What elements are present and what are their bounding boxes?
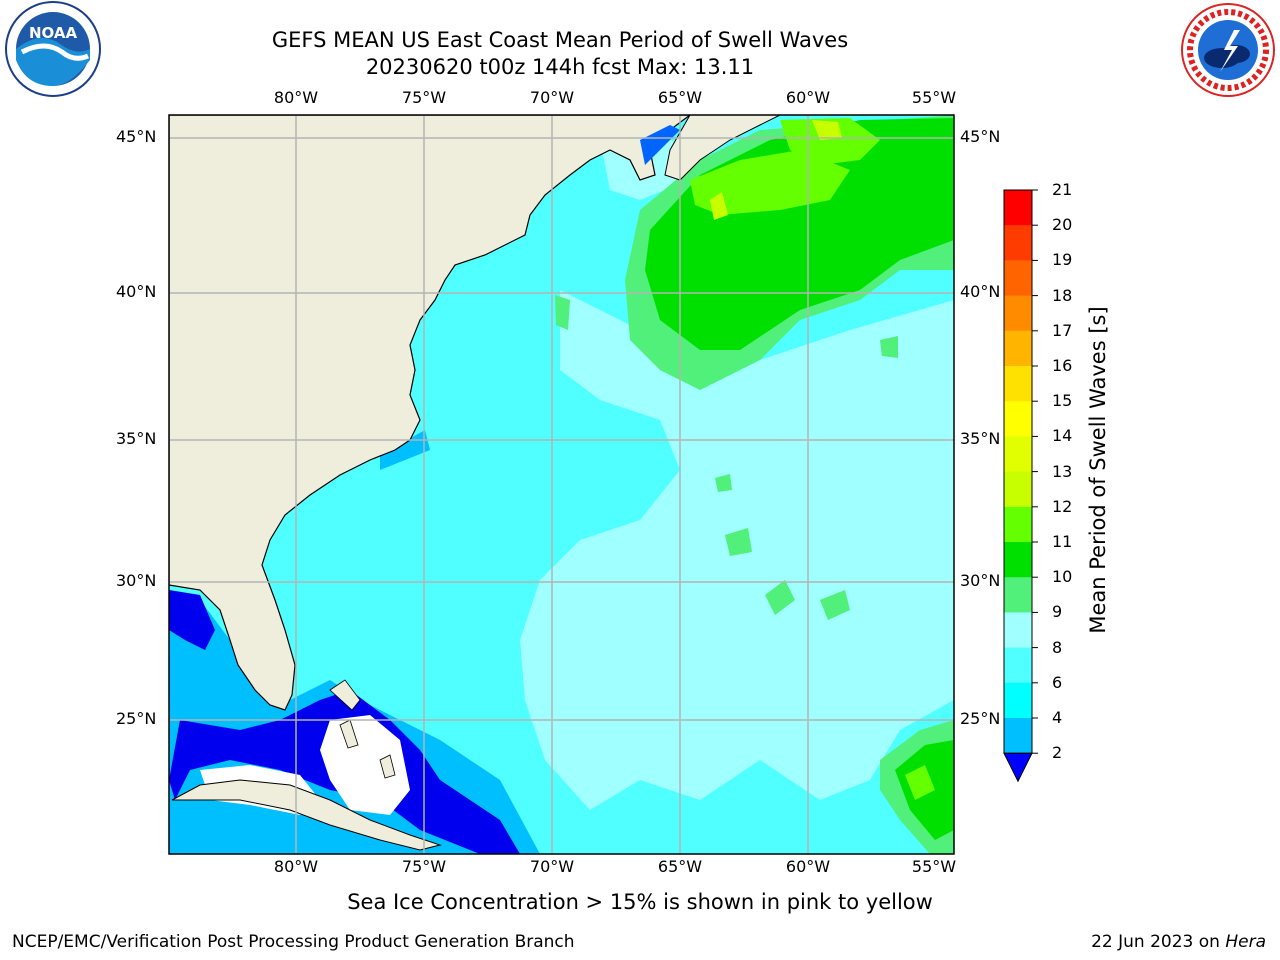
colorbar-tick-label: 10: [1052, 567, 1073, 587]
land-north-america: [169, 115, 691, 711]
swell-region-12-13-b: [710, 192, 728, 220]
lat-label-right: 25°N: [960, 709, 1001, 728]
colorbar-tick-label: 14: [1052, 426, 1073, 446]
lon-label-top: 55°W: [911, 88, 957, 107]
colorbar-tick-label: 15: [1052, 391, 1073, 411]
svg-text:NOAA: NOAA: [29, 24, 78, 42]
colorbar-segment: [1004, 401, 1032, 437]
map-subtitle-date: 20230620 t00z 144h fcst Max: 13.11: [365, 55, 755, 79]
map-frame: [168, 114, 955, 855]
lon-label-top: 75°W: [401, 88, 447, 107]
no-data-bahamas: [320, 715, 410, 815]
colorbar-segment: [1004, 718, 1032, 754]
swell-region-11-12: [690, 150, 850, 215]
swell-blob-1: [725, 528, 752, 556]
colorbar-segment: [1004, 542, 1032, 578]
colorbar-tick-label: 16: [1052, 356, 1073, 375]
footer-host: Hera: [1225, 932, 1266, 952]
lat-lon-grid: [169, 115, 954, 854]
colorbar-segment: [1004, 647, 1032, 684]
lat-label-right: 35°N: [960, 429, 1001, 448]
colorbar-segment: [1004, 225, 1032, 261]
colorbar-segment: [1004, 436, 1032, 473]
lon-label-bottom: 70°W: [529, 857, 575, 876]
colorbar-tick-label: 4: [1052, 708, 1063, 727]
colorbar-segment: [1004, 682, 1032, 719]
colorbar-segment: [1004, 260, 1032, 297]
lon-label-bottom: 65°W: [657, 857, 703, 876]
lon-label-bottom: 75°W: [401, 857, 447, 876]
colorbar-segment: [1004, 366, 1032, 402]
colorbar: [1003, 189, 1038, 783]
colorbar-extend-arrow: [1003, 752, 1033, 783]
swell-region-se-11-12: [905, 765, 935, 800]
swell-blob-4: [715, 474, 732, 492]
colorbar-title: Mean Period of Swell Waves [s]: [1086, 306, 1110, 634]
colorbar-segment: [1004, 190, 1032, 226]
footer-date: 22 Jun 2023 on Hera: [1091, 932, 1266, 952]
colorbar-tick-label: 6: [1052, 672, 1063, 692]
lon-label-top: 65°W: [657, 88, 703, 107]
colorbar-tick-label: 20: [1052, 215, 1073, 235]
lon-label-bottom: 60°W: [785, 857, 831, 876]
colorbar-tick-label: 8: [1052, 637, 1063, 657]
lat-label-left: 25°N: [116, 709, 157, 728]
lat-label-left: 40°N: [116, 282, 157, 301]
swell-blob-6: [555, 295, 570, 330]
land-cuba: [171, 779, 442, 851]
lon-label-bottom: 80°W: [273, 857, 319, 876]
land-bahamas: [329, 679, 396, 779]
lat-label-left: 30°N: [116, 571, 157, 590]
colorbar-tick-label: 2: [1052, 743, 1063, 763]
gulf-of-st-lawrence: [640, 125, 680, 165]
swell-region-2-4-gulf: [169, 590, 215, 650]
lon-label-top: 60°W: [785, 88, 831, 107]
colorbar-tick-label: 11: [1052, 532, 1073, 551]
swell-region-12-13: [812, 120, 842, 140]
lat-label-left: 45°N: [116, 127, 157, 146]
lon-label-top: 70°W: [529, 88, 575, 107]
land-nova-scotia: [664, 115, 781, 181]
lon-label-bottom: 55°W: [911, 857, 957, 876]
swell-blob-3: [820, 590, 850, 620]
lat-label-left: 35°N: [116, 429, 157, 448]
colorbar-segment: [1004, 330, 1032, 367]
colorbar-tick-label: 18: [1052, 285, 1073, 305]
swell-blob-2: [765, 580, 795, 615]
colorbar-segment: [1004, 471, 1032, 508]
nws-logo: [1176, 0, 1280, 104]
colorbar-segment: [1004, 295, 1032, 332]
map-title: GEFS MEAN US East Coast Mean Period of S…: [271, 28, 849, 52]
lat-label-right: 45°N: [960, 127, 1001, 146]
sea-ice-note: Sea Ice Concentration > 15% is shown in …: [347, 890, 933, 914]
lat-label-right: 40°N: [960, 282, 1001, 301]
colorbar-tick-label: 21: [1052, 180, 1073, 199]
colorbar-segment: [1004, 577, 1032, 613]
lat-label-right: 30°N: [960, 571, 1001, 590]
colorbar-tick-label: 19: [1052, 250, 1073, 270]
swell-region-11-12-b: [780, 118, 880, 165]
swell-blob-5: [880, 336, 898, 358]
noaa-logo: NOAA: [0, 0, 106, 104]
colorbar-tick-label: 13: [1052, 461, 1073, 481]
colorbar-tick-label: 12: [1052, 496, 1073, 516]
footer-credit: NCEP/EMC/Verification Post Processing Pr…: [12, 932, 575, 952]
colorbar-tick-label: 17: [1052, 320, 1073, 340]
footer-date-text: 22 Jun 2023 on: [1091, 932, 1226, 952]
colorbar-segment: [1004, 506, 1032, 543]
lon-label-top: 80°W: [273, 88, 319, 107]
colorbar-tick-label: 9: [1052, 602, 1063, 622]
colorbar-segment: [1004, 612, 1032, 649]
